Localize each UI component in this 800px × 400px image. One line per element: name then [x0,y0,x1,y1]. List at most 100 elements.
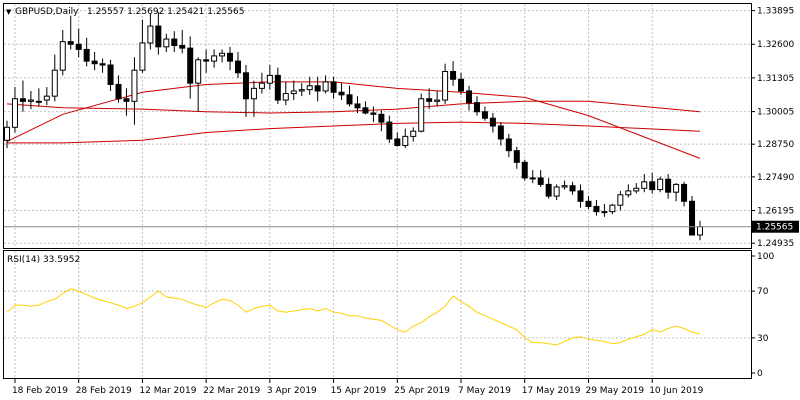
candle [338,83,345,101]
candle-body-down [227,52,234,62]
candle-body-up [306,85,313,91]
candle-body-up [561,185,568,188]
candle [147,13,154,50]
candle-body-down [497,125,504,140]
candle [641,174,648,193]
candle [665,174,672,199]
candle [673,183,680,202]
candle-body-down [123,98,130,102]
price-tick-label: 1.26195 [757,206,794,216]
date-tick-label: 22 Mar 2019 [203,386,260,396]
candle [497,122,504,146]
candle [370,106,377,123]
candle-body-down [274,74,281,101]
candlestick-series [4,11,703,241]
price-tick-label: 1.32600 [757,40,794,50]
candle-body-down [19,98,26,102]
candle-body-down [665,178,672,193]
price-panel-frame [3,3,752,249]
candle [473,96,480,116]
candle [163,33,170,53]
candle-body-up [553,186,560,197]
date-axis: 18 Feb 2019 28 Feb 2019 12 Mar 2019 22 Mar … [12,378,704,396]
candle-body-down [346,94,353,105]
candle [211,49,218,68]
candle [19,80,26,112]
candle [657,176,664,193]
candle-body-down [155,25,162,48]
candle [481,106,488,121]
candle-body-up [131,69,138,102]
date-tick-label: 18 Feb 2019 [12,386,68,396]
candle-body-down [513,150,520,163]
date-tick-label: 15 Apr 2019 [331,386,387,396]
candle [354,96,361,114]
chart-ohlc-label: 1.25557 1.25692 1.25421 1.25565 [87,7,244,17]
rsi-panel-frame [3,250,752,379]
candle-body-down [458,78,465,92]
candle [322,75,329,94]
candle [521,159,528,181]
candle-body-up [139,42,146,71]
rsi-tick-label: 70 [757,287,769,297]
candle-body-down [83,48,90,62]
candle-body-up [442,70,449,101]
candle [11,87,18,133]
candle [35,88,42,107]
candle-body-up [27,99,34,102]
candle-body-up [35,100,42,103]
candle [458,72,465,95]
candle-body-up [266,74,273,84]
candle-body-down [593,205,600,213]
candle [235,52,241,78]
candle-body-down [466,90,472,104]
candle-body-up [641,181,648,189]
current-price-badge: 1.25565 [752,220,799,233]
candle-body-up [11,98,18,128]
candle [633,183,640,194]
candle-body-down [394,138,401,146]
candle [505,133,512,158]
candle [402,128,409,149]
candle-body-up [434,99,441,102]
date-tick-label: 25 Apr 2019 [394,386,450,396]
candle [561,180,568,190]
candle-body-down [378,113,385,123]
candle [298,83,305,97]
candle-body-down [649,181,656,191]
candle-body-down [370,112,377,115]
candle-body-down [521,161,528,179]
candle-body-up [43,95,50,101]
candle [227,46,234,71]
candle [330,76,337,99]
candle [585,196,592,210]
candle-body-up [633,187,640,192]
candle-body-down [569,185,576,192]
candle [187,36,194,99]
candle-body-up [418,98,425,132]
candle-body-up [322,81,329,92]
candle [489,113,496,133]
candle-body-up [625,190,632,196]
candle-body-down [489,117,496,127]
candle-body-up [410,130,417,137]
candle [426,88,433,110]
candle-body-down [362,107,369,114]
moving-average-line [6,100,701,114]
candle [43,87,50,106]
candle [123,88,130,116]
candle [434,90,441,107]
candle-body-down [354,103,361,109]
rsi-tick-label: 30 [757,334,769,344]
candle-body-up [147,25,154,44]
candle [99,58,106,73]
price-tick-label: 1.31305 [757,74,794,84]
candle-body-up [282,93,289,101]
candle-body-down [545,183,552,197]
price-tick-label: 1.28750 [757,140,794,150]
candle-body-up [59,41,66,71]
candle-body-down [338,91,345,96]
candle [450,61,457,86]
candle [250,80,257,117]
